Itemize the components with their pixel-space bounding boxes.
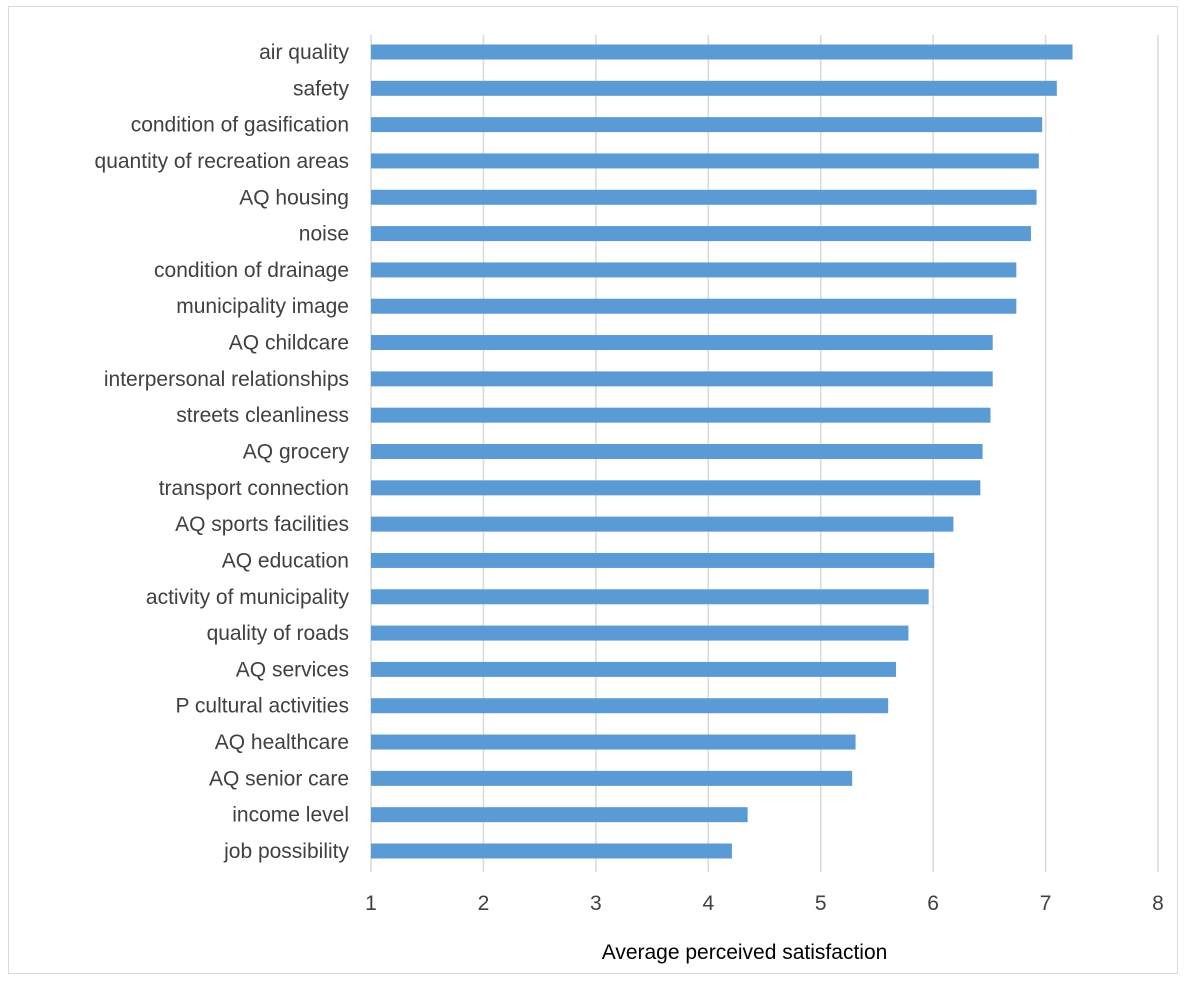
category-label: noise	[299, 223, 349, 246]
bar	[371, 189, 1037, 205]
bar	[371, 552, 935, 568]
x-axis-title: Average perceived satisfaction	[602, 941, 888, 964]
bar	[371, 44, 1073, 60]
bar	[371, 226, 1031, 242]
category-label: quantity of recreation areas	[95, 150, 349, 173]
x-tick-labels: 1 2 3 4 5 6 7 8	[365, 892, 1164, 915]
category-label: safety	[293, 77, 350, 100]
category-label: activity of municipality	[146, 586, 350, 609]
x-tick-label: 4	[702, 892, 714, 915]
category-label: AQ housing	[239, 186, 349, 209]
category-label: AQ grocery	[243, 441, 350, 464]
bar	[371, 371, 993, 387]
bar	[371, 444, 983, 459]
bar	[371, 516, 954, 532]
bar	[371, 589, 929, 605]
bar	[371, 407, 991, 423]
bar	[371, 153, 1039, 169]
category-label: AQ services	[236, 658, 349, 681]
x-tick-label: 8	[1152, 892, 1164, 915]
bar	[371, 625, 909, 641]
category-label: air quality	[259, 41, 349, 64]
category-label: AQ sports facilities	[175, 513, 349, 536]
category-label: interpersonal relationships	[104, 368, 349, 391]
category-label: P cultural activities	[175, 695, 349, 718]
bar	[371, 807, 748, 823]
x-tick-label: 2	[478, 892, 490, 915]
bar	[371, 335, 993, 351]
bar	[371, 298, 1017, 314]
bars	[371, 44, 1073, 859]
x-tick-label: 1	[365, 892, 377, 915]
category-label: streets cleanliness	[176, 404, 349, 427]
x-tick-label: 5	[815, 892, 827, 915]
category-label: condition of gasification	[131, 114, 349, 137]
x-tick-label: 6	[927, 892, 939, 915]
bar	[371, 698, 889, 714]
bar	[371, 117, 1043, 133]
category-label: job possibility	[223, 840, 349, 863]
category-label: transport connection	[159, 477, 349, 500]
bar	[371, 480, 981, 496]
bar	[371, 770, 853, 786]
category-label: AQ healthcare	[215, 731, 349, 754]
category-labels: air quality safety condition of gasificati…	[95, 41, 350, 863]
category-label: AQ childcare	[229, 332, 349, 355]
category-label: AQ education	[222, 549, 349, 572]
category-label: income level	[232, 804, 349, 827]
bar	[371, 661, 897, 677]
bar	[371, 262, 1017, 278]
category-label: municipality image	[176, 295, 349, 318]
bar	[371, 80, 1057, 96]
category-label: condition of drainage	[154, 259, 349, 282]
bar	[371, 734, 856, 750]
category-label: quality of roads	[207, 622, 349, 645]
bar	[371, 843, 732, 859]
x-tick-label: 7	[1040, 892, 1052, 915]
x-tick-label: 3	[590, 892, 602, 915]
category-label: AQ senior care	[209, 767, 349, 790]
